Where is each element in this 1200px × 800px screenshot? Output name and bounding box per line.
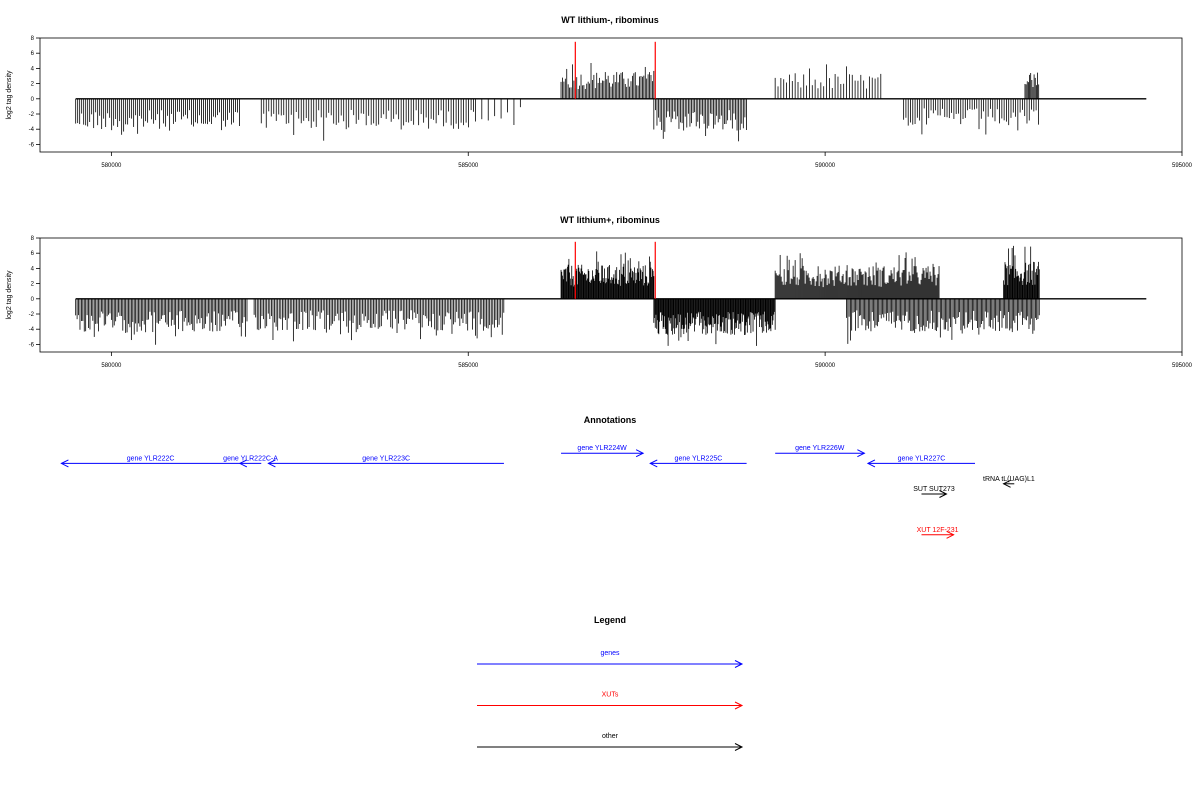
- annotation-features: gene YLR222C gene YLR222C-A gene YLR223C ge…: [60, 445, 1035, 539]
- feature-arrow: [649, 459, 747, 468]
- y-axis-label: log2 tag density: [6, 70, 13, 120]
- y-tick-label: 4: [31, 266, 35, 272]
- legend-label: XUTs: [602, 692, 619, 699]
- axes: 580000 585000 590000 595000 8 6 4 2 0 -2 -4 -6: [29, 236, 1193, 369]
- feature-label: SUT SUT273: [913, 486, 955, 493]
- feature-label: tRNA tL(UAG)L1: [983, 476, 1035, 483]
- y-tick-label: 2: [31, 82, 35, 88]
- y-axis-label: log2 tag density: [6, 270, 13, 320]
- feature-label: XUT 12F-231: [917, 527, 959, 534]
- x-tick-label: 580000: [101, 163, 122, 169]
- feature-arrow: [60, 459, 240, 468]
- y-tick-label: 6: [31, 251, 35, 257]
- axes: 580000 585000 590000 595000 8 6 4 2 0 -2 -4 -6: [29, 36, 1193, 169]
- legend-label: genes: [600, 650, 620, 657]
- feature-label: gene YLR224W: [577, 445, 627, 452]
- x-tick-label: 590000: [815, 363, 836, 369]
- feature-label: gene YLR226W: [795, 445, 845, 452]
- legend-panel: Legend genes XUTs other: [477, 615, 744, 751]
- feature-arrow: [921, 530, 955, 539]
- y-tick-label: -6: [29, 342, 35, 348]
- panel-title: WT lithium+, ribominus: [560, 215, 660, 225]
- legend-title: Legend: [594, 615, 626, 625]
- feature-label: gene YLR222C-A: [223, 455, 278, 462]
- feature-arrow: [238, 459, 262, 468]
- x-tick-label: 595000: [1172, 363, 1193, 369]
- x-tick-label: 595000: [1172, 163, 1193, 169]
- feature-label: gene YLR222C: [127, 455, 175, 462]
- feature-arrow: [775, 449, 866, 458]
- y-tick-label: 8: [31, 236, 35, 242]
- legend-arrow: [477, 743, 744, 751]
- y-tick-label: 6: [31, 51, 35, 57]
- y-tick-label: -6: [29, 142, 35, 148]
- y-tick-label: -4: [29, 127, 35, 133]
- feature-label: gene YLR225C: [675, 455, 723, 462]
- feature-label: gene YLR223C: [362, 455, 410, 462]
- x-tick-label: 585000: [458, 163, 479, 169]
- x-tick-label: 580000: [101, 363, 122, 369]
- annotations-title: Annotations: [584, 415, 637, 425]
- y-tick-label: 8: [31, 36, 35, 42]
- track-panel-1: WT lithium-, ribominus log2 tag density …: [6, 15, 1193, 169]
- x-tick-label: 585000: [458, 363, 479, 369]
- y-tick-label: -4: [29, 327, 35, 333]
- y-tick-label: -2: [29, 112, 35, 118]
- legend-arrow: [477, 701, 744, 710]
- legend-label: other: [602, 733, 619, 740]
- feature-arrow: [921, 490, 948, 498]
- panel-title: WT lithium-, ribominus: [561, 15, 659, 25]
- feature-arrow: [866, 459, 976, 468]
- annotations-panel: Annotations gene YLR222C gene YLR222C-A ge…: [60, 415, 1035, 539]
- legend-arrow: [477, 660, 744, 668]
- y-tick-label: 4: [31, 66, 35, 72]
- y-tick-label: 0: [31, 97, 35, 103]
- feature-label: gene YLR227C: [898, 455, 946, 462]
- x-tick-label: 590000: [815, 163, 836, 169]
- feature-arrow: [1002, 479, 1015, 488]
- feature-arrow: [561, 449, 645, 458]
- signal-bars: [75, 241, 1147, 346]
- feature-arrow: [267, 459, 504, 468]
- y-tick-label: 2: [31, 282, 35, 288]
- track-panel-2: WT lithium+, ribominus log2 tag density …: [6, 215, 1193, 369]
- y-tick-label: -2: [29, 312, 35, 318]
- signal-bars: [75, 41, 1147, 142]
- legend-items: genes XUTs other: [477, 650, 744, 751]
- y-tick-label: 0: [31, 297, 35, 303]
- plot-frame: [39, 237, 1183, 353]
- plot-frame: [39, 37, 1183, 153]
